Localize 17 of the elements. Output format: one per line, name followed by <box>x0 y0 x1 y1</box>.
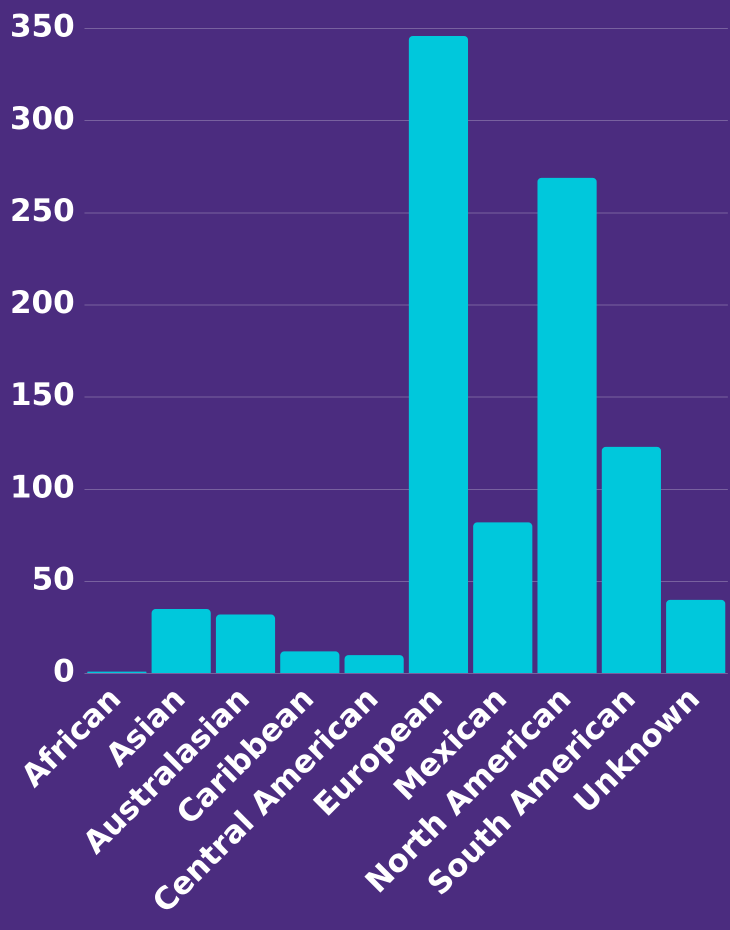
bar <box>666 600 726 674</box>
y-tick-label: 50 <box>32 561 75 598</box>
bar <box>344 655 404 674</box>
y-tick-label: 350 <box>10 8 75 45</box>
y-tick-label: 300 <box>10 100 75 137</box>
bar <box>473 522 532 674</box>
bar <box>216 614 276 674</box>
bar <box>280 651 340 674</box>
y-tick-label: 200 <box>10 285 75 322</box>
y-tick-label: 100 <box>10 469 75 506</box>
y-tick-label: 250 <box>10 192 75 229</box>
y-tick-label: 150 <box>10 377 75 414</box>
bar <box>408 36 468 674</box>
bar <box>152 609 211 674</box>
y-tick-label: 0 <box>53 654 75 690</box>
bar <box>537 178 597 674</box>
bar <box>602 446 661 674</box>
